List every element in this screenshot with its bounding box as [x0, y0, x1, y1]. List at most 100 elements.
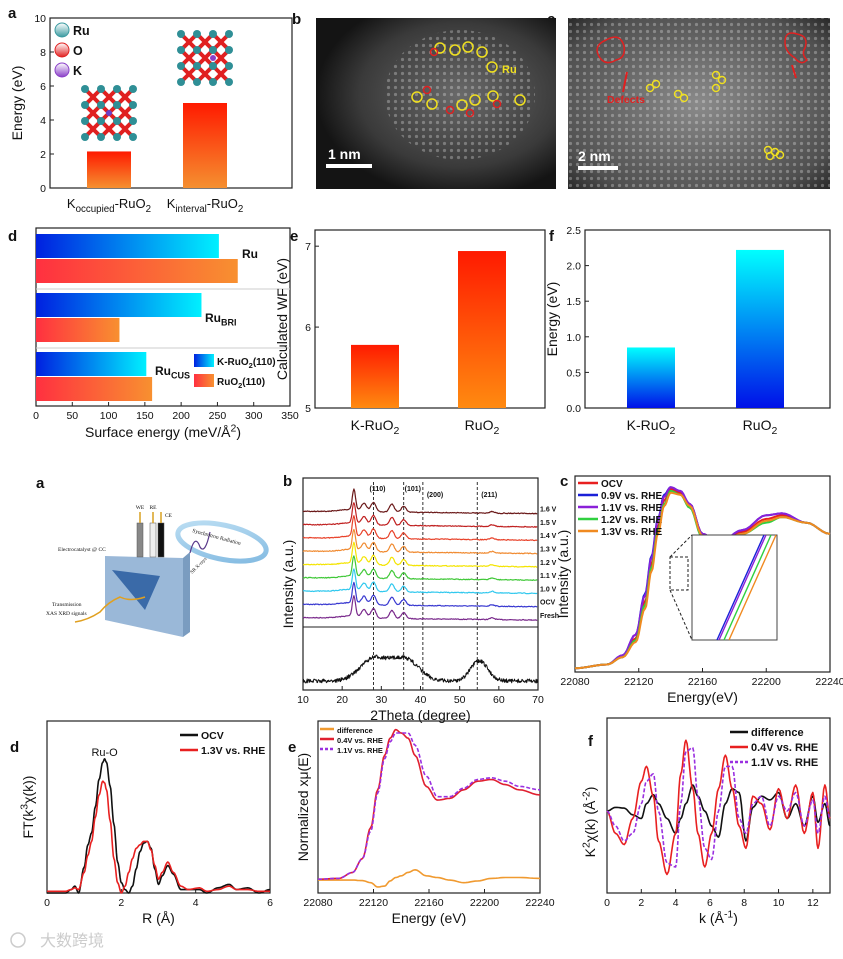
inset-line — [718, 534, 767, 641]
diagram-label: Electrocatalyst @ CC — [58, 547, 106, 553]
x-tick-label: 20 — [336, 694, 348, 706]
y-tick-label: 4 — [40, 115, 46, 127]
ru-atom-marker — [775, 150, 785, 160]
x-tick-label: 50 — [454, 694, 466, 706]
y-axis-label: FT(k3χ(k)) — [19, 776, 36, 839]
legend-label: K-RuO2(110) — [217, 357, 276, 370]
legend-label: difference — [751, 727, 804, 739]
y-axis-label: Normalized xμ(E) — [295, 753, 311, 861]
in-situ-cell-diagram — [74, 512, 269, 637]
x-axis-label: Energy(eV) — [667, 689, 738, 705]
bar — [351, 344, 399, 408]
legend-label: 1.1V vs. RHE — [601, 503, 662, 514]
electrode-label: RE — [149, 505, 157, 511]
ru-atom-marker — [487, 90, 499, 102]
lattice-pattern — [385, 30, 535, 160]
x-category-label: K-RuO2 — [627, 417, 676, 437]
reflection-label: (101) — [405, 486, 421, 493]
series-line — [574, 491, 831, 670]
x-tick-label: 22080 — [303, 897, 332, 909]
y-tick-label: 2.5 — [566, 225, 581, 237]
series-label: 1.6 V — [540, 507, 557, 514]
x-tick-label: 0 — [44, 897, 50, 909]
x-category-label: K-RuO2 — [351, 417, 400, 437]
series-label: 1.2 V — [540, 560, 557, 567]
panel-letter: e — [288, 739, 296, 756]
electrode-label: CE — [165, 513, 173, 519]
scale-bar-label: 1 nm — [328, 146, 361, 162]
y-axis-label: Energy (eV) — [9, 66, 25, 141]
x-category-label: RuO2 — [743, 417, 778, 437]
synchrotron-ring — [175, 520, 269, 564]
y-tick-label: 0.0 — [566, 403, 581, 415]
electrode — [149, 522, 157, 558]
legend-label: OCV — [201, 730, 224, 742]
x-tick-label: 22160 — [414, 897, 443, 909]
x-tick-label: 22240 — [815, 676, 843, 688]
o-atom-marker — [445, 105, 455, 115]
legend-label: K — [73, 64, 82, 78]
y-axis-label: Energy (eV) — [544, 282, 560, 357]
x-tick-label: 0 — [33, 410, 39, 422]
diagram-label: SR X-rays — [190, 557, 208, 575]
o-atom-marker — [429, 47, 439, 57]
defect-arrow — [791, 64, 797, 79]
bar-ruo2 — [36, 377, 153, 401]
ru-atom-marker — [426, 98, 438, 110]
panel-letter: f — [588, 733, 594, 750]
xrd-curve — [302, 541, 538, 568]
series-line — [47, 780, 270, 894]
diagram-label: Transmission — [52, 602, 82, 608]
ru-atom-marker — [711, 83, 721, 93]
x-tick-label: 0 — [604, 897, 610, 909]
x-axis-label: R (Å) — [142, 910, 175, 926]
x-tick-label: 10 — [773, 897, 785, 909]
ru-label: Ru — [502, 64, 517, 76]
reflection-label: (211) — [481, 492, 497, 499]
series-label: Fresh — [540, 613, 559, 620]
legend-label: OCV — [601, 479, 623, 490]
x-tick-label: 200 — [172, 410, 190, 422]
y-axis-label: Intensity (a.u.) — [555, 530, 571, 619]
panel-letter: d — [10, 739, 19, 756]
x-tick-label: 22240 — [525, 897, 554, 909]
y-tick-label: 7 — [305, 241, 311, 253]
top-a-plot-frame — [49, 17, 293, 189]
legend-label: O — [73, 44, 83, 58]
bar — [458, 251, 506, 408]
inset-line — [728, 534, 777, 641]
ru-atom-marker — [765, 151, 775, 161]
y-tick-label: 1.5 — [566, 296, 581, 308]
panel-letter: e — [290, 228, 298, 245]
legend-label: difference — [337, 726, 373, 735]
group-label: RuCUS — [155, 364, 190, 381]
y-tick-label: 10 — [34, 13, 46, 25]
x-category-label: RuO2 — [465, 417, 500, 437]
ru-atom-marker — [717, 75, 727, 85]
defect-outline — [784, 32, 809, 64]
legend-marker — [54, 62, 70, 78]
x-tick-label: 350 — [281, 410, 299, 422]
legend-swatch — [194, 354, 214, 367]
y-tick-label: 5 — [305, 403, 311, 415]
series-label: 1.1 V — [540, 573, 557, 580]
scale-bar — [326, 164, 372, 168]
legend-label: RuO2(110) — [217, 377, 265, 390]
legend-label: 1.1V vs. RHE — [751, 757, 818, 769]
x-tick-label: 50 — [66, 410, 78, 422]
x-tick-label: 12 — [807, 897, 819, 909]
bar-k-ruo2 — [36, 352, 147, 376]
x-axis-label: Surface energy (meV/Å2) — [85, 423, 241, 440]
y-tick-label: 8 — [40, 47, 46, 59]
bar — [736, 249, 784, 408]
y-tick-label: 0.5 — [566, 367, 581, 379]
series-label: 1.4 V — [540, 533, 557, 540]
defects-label: Defects — [607, 94, 645, 106]
legend-label: 1.3V vs. RHE — [601, 527, 662, 538]
x-axis-label: 2Theta (degree) — [370, 707, 470, 723]
y-axis-label: Calculated WF (eV) — [274, 258, 290, 380]
legend-label: 0.9V vs. RHE — [601, 491, 662, 502]
ru-atom-marker — [462, 41, 474, 53]
